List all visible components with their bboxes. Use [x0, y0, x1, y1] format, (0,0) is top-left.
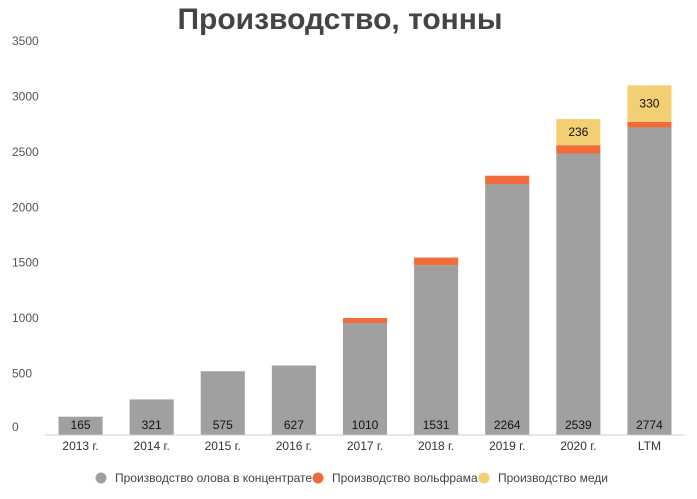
data-label: 1531 — [423, 418, 450, 432]
x-tick-label: 2015 г. — [205, 439, 241, 453]
x-tick-label: 2014 г. — [134, 439, 170, 453]
bars-group — [58, 85, 672, 436]
x-tick-label: 2017 г. — [347, 439, 383, 453]
data-labels: 165 321 575 627 1010 1531 2264 2539 236 2774 330 — [71, 97, 664, 432]
bar-segment — [627, 85, 672, 122]
x-tick-label: 2016 г. — [276, 439, 312, 453]
bar-segment — [627, 127, 672, 435]
data-label: 236 — [568, 125, 588, 139]
bar-segment — [129, 399, 174, 435]
bar-segment — [414, 257, 459, 266]
data-label: 1010 — [352, 418, 379, 432]
bar-segment — [200, 371, 245, 435]
x-tick-label: 2013 г. — [62, 439, 98, 453]
y-tick-label: 3000 — [12, 89, 39, 103]
x-tick-label: 2019 г. — [489, 439, 525, 453]
bar-segment — [556, 153, 601, 436]
y-axis: 0 500 1000 1500 2000 2500 3000 3500 — [12, 34, 39, 434]
data-label: 330 — [639, 97, 659, 111]
legend-label: Производство меди — [498, 471, 608, 485]
bar-segment — [556, 145, 601, 154]
bar-segment — [556, 119, 601, 146]
data-label: 2264 — [494, 418, 521, 432]
bar-segment — [485, 184, 530, 435]
bar-segment — [58, 416, 103, 435]
data-label: 2539 — [565, 418, 592, 432]
y-tick-label: 1500 — [12, 256, 39, 270]
bar-segment — [627, 121, 672, 128]
bar-segment — [342, 323, 388, 435]
y-tick-label: 3500 — [12, 34, 39, 48]
x-tick-label: LTM — [638, 439, 661, 453]
legend-label: Производство олова в концентрате — [115, 471, 312, 485]
data-label: 321 — [142, 418, 162, 432]
data-label: 627 — [284, 418, 304, 432]
y-tick-label: 1000 — [12, 311, 39, 325]
bar-segment — [414, 265, 459, 435]
y-tick-label: 2500 — [12, 145, 39, 159]
bar-segment — [271, 365, 316, 435]
legend-swatch — [95, 472, 107, 484]
bar-segment — [485, 175, 530, 185]
data-label: 2774 — [636, 418, 663, 432]
legend-swatch — [312, 472, 324, 484]
x-axis: 2013 г. 2014 г. 2015 г. 2016 г. 2017 г. 2018 … — [62, 439, 661, 453]
x-tick-label: 2018 г. — [418, 439, 454, 453]
x-tick-label: 2020 г. — [560, 439, 596, 453]
bar-segment — [342, 318, 388, 324]
data-label: 575 — [213, 418, 233, 432]
legend-label: Производство вольфрама — [332, 471, 478, 485]
legend: Производство олова в концентрате Производ… — [95, 471, 608, 485]
y-tick-label: 2000 — [12, 200, 39, 214]
legend-swatch — [478, 472, 490, 484]
y-tick-label: 500 — [12, 367, 32, 381]
data-label: 165 — [71, 418, 91, 432]
y-tick-label: 0 — [12, 420, 19, 434]
chart-title: Производство, тонны — [177, 3, 502, 36]
